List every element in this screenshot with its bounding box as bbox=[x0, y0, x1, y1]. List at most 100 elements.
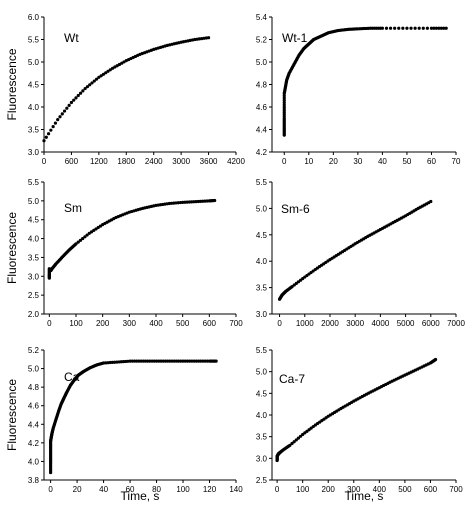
data-point bbox=[214, 359, 218, 363]
y-tick-label: 3.5 bbox=[256, 284, 268, 293]
data-point bbox=[44, 135, 48, 139]
y-tick-label: 4.4 bbox=[28, 420, 40, 429]
y-tick-label: 3.0 bbox=[28, 148, 40, 157]
y-tick-label: 4.6 bbox=[256, 103, 268, 112]
y-tick-label: 4.5 bbox=[256, 389, 268, 398]
data-point bbox=[213, 198, 217, 203]
data-point bbox=[181, 359, 185, 363]
data-point bbox=[97, 75, 101, 79]
y-tick-label: 4.0 bbox=[28, 235, 40, 244]
x-tick-label: 20 bbox=[329, 157, 338, 166]
data-point bbox=[172, 359, 176, 363]
data-point bbox=[108, 68, 112, 72]
data-point bbox=[128, 359, 132, 363]
data-point bbox=[185, 359, 190, 363]
y-tick-label: 3.0 bbox=[256, 454, 268, 463]
data-point bbox=[81, 89, 85, 93]
data-point bbox=[170, 359, 174, 363]
data-point bbox=[78, 91, 83, 95]
chart-panel: 0 100 200 300 400 500 600 700 2.5 3.0 3.5 4.0 4.5 5.0… bbox=[256, 346, 463, 503]
y-tick-label: 5.0 bbox=[256, 204, 268, 213]
y-tick-label: 5.5 bbox=[28, 36, 40, 45]
y-tick-label: 4.0 bbox=[28, 103, 40, 112]
y-tick-label: 3.5 bbox=[28, 253, 40, 262]
x-tick-label: 3000 bbox=[172, 157, 190, 166]
y-tick-label: 2.5 bbox=[28, 291, 40, 300]
data-point bbox=[65, 106, 69, 110]
panel-label: Sm bbox=[64, 201, 82, 215]
x-tick-label: 500 bbox=[398, 485, 412, 494]
data-point bbox=[199, 359, 203, 363]
x-tick-label: 100 bbox=[296, 485, 310, 494]
data-point bbox=[432, 26, 436, 30]
x-tick-label: 1200 bbox=[90, 157, 108, 166]
x-tick-label: 500 bbox=[176, 319, 190, 328]
x-tick-label: 0 bbox=[275, 485, 280, 494]
y-tick-label: 5.0 bbox=[28, 197, 40, 206]
x-tick-label: 100 bbox=[176, 485, 190, 494]
x-tick-label: 100 bbox=[69, 319, 83, 328]
data-point bbox=[85, 233, 89, 237]
panel-label: Wt-1 bbox=[282, 31, 308, 45]
data-point bbox=[46, 132, 51, 136]
data-point bbox=[141, 359, 145, 363]
y-axis-title: Fluorescence bbox=[5, 48, 19, 120]
data-point bbox=[42, 139, 46, 143]
x-tick-label: 0 bbox=[282, 157, 287, 166]
data-point bbox=[88, 83, 92, 87]
y-tick-label: 5.4 bbox=[256, 13, 268, 22]
y-tick-label: 6.0 bbox=[28, 13, 40, 22]
y-axis-title: Fluorescence bbox=[5, 379, 19, 451]
data-point bbox=[388, 26, 393, 30]
y-tick-label: 5.5 bbox=[28, 178, 40, 187]
y-tick-label: 4.0 bbox=[256, 257, 268, 266]
data-point bbox=[397, 26, 401, 30]
data-point bbox=[425, 26, 429, 30]
x-tick-label: 40 bbox=[99, 485, 108, 494]
data-point bbox=[413, 26, 417, 30]
data-point bbox=[442, 26, 446, 30]
data-point bbox=[393, 26, 397, 30]
y-tick-label: 5.2 bbox=[256, 36, 268, 45]
data-point bbox=[83, 86, 87, 91]
x-tick-label: 70 bbox=[452, 157, 461, 166]
data-point bbox=[282, 98, 286, 102]
data-point bbox=[132, 359, 137, 363]
data-point bbox=[150, 359, 154, 363]
y-tick-label: 5.2 bbox=[28, 346, 40, 355]
x-tick-label: 200 bbox=[96, 319, 110, 328]
x-tick-label: 300 bbox=[347, 485, 361, 494]
data-point bbox=[206, 36, 211, 40]
data-point bbox=[92, 79, 96, 83]
x-tick-label: 20 bbox=[73, 485, 82, 494]
data-point bbox=[90, 81, 94, 85]
x-tick-label: 600 bbox=[65, 157, 79, 166]
data-point bbox=[143, 359, 148, 363]
data-point bbox=[292, 440, 296, 444]
y-tick-label: 4.5 bbox=[28, 216, 40, 225]
y-tick-label: 3.8 bbox=[28, 476, 40, 485]
data-point bbox=[179, 359, 183, 363]
y-tick-label: 4.8 bbox=[28, 383, 40, 392]
data-point bbox=[139, 359, 143, 363]
x-tick-label: 0 bbox=[47, 319, 52, 328]
data-point bbox=[190, 359, 194, 363]
chart-panel: 0 20 40 60 80 100 120 140 3.8 4.0 4.2 4.4 4.6 4.8 5.0 5… bbox=[5, 346, 243, 503]
data-point bbox=[434, 26, 438, 30]
data-point bbox=[174, 359, 179, 363]
data-point bbox=[201, 359, 205, 363]
data-point bbox=[85, 85, 90, 89]
x-tick-label: 60 bbox=[427, 157, 436, 166]
data-point bbox=[76, 240, 80, 244]
y-tick-label: 3.0 bbox=[28, 272, 40, 281]
y-tick-label: 4.0 bbox=[256, 411, 268, 420]
data-point bbox=[282, 94, 286, 98]
y-tick-label: 4.8 bbox=[256, 81, 268, 90]
x-tick-label: 60 bbox=[126, 485, 135, 494]
data-point bbox=[188, 359, 192, 363]
panel-label: Ca bbox=[64, 370, 80, 384]
x-tick-label: 50 bbox=[402, 157, 411, 166]
data-point bbox=[135, 359, 139, 363]
x-tick-label: 2000 bbox=[321, 319, 339, 328]
x-axis-title: Time, s bbox=[345, 489, 384, 503]
